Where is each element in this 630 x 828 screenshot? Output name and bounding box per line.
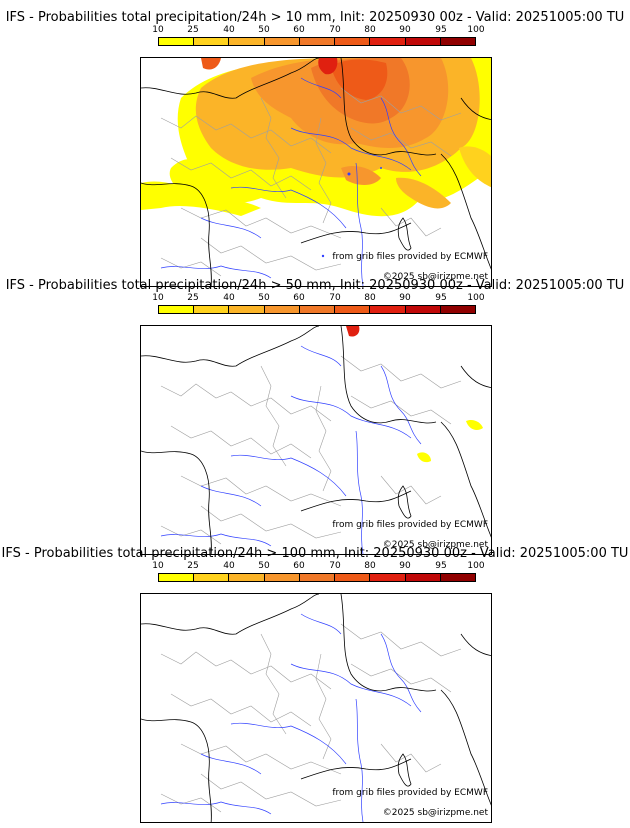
colorbar-swatch <box>159 574 195 581</box>
panel-title: IFS - Probabilities total precipitation/… <box>5 10 625 25</box>
colorbar-tick: 60 <box>293 561 305 571</box>
credit-source: from grib files provided by ECMWF <box>332 788 488 798</box>
rivers <box>160 613 422 822</box>
colorbar-swatch <box>299 38 336 45</box>
colorbar-swatch <box>440 306 475 313</box>
colorbar-tick: 25 <box>187 293 199 303</box>
panel-title: IFS - Probabilities total precipitation/… <box>1 546 629 561</box>
credit-copyright: ©2025 sb@irizpme.net <box>382 540 488 550</box>
colorbar <box>158 573 476 582</box>
colorbar-tick: 95 <box>435 561 447 571</box>
colorbar <box>158 37 476 46</box>
colorbar-swatch <box>370 306 406 313</box>
map-canvas <box>141 58 491 286</box>
coastlines <box>141 58 491 286</box>
colorbar-swatch <box>229 574 265 581</box>
colorbar-swatch <box>299 574 336 581</box>
credit-source: from grib files provided by ECMWF <box>332 252 488 262</box>
map-frame: from grib files provided by ECMWF ©2025 … <box>140 593 492 823</box>
colorbar-swatch <box>194 574 230 581</box>
colorbar-tick: 60 <box>293 293 305 303</box>
map-frame: from grib files provided by ECMWF ©2025 … <box>140 325 492 555</box>
colorbar-tick: 25 <box>187 25 199 35</box>
colorbar-tick: 40 <box>223 25 235 35</box>
colorbar-ticks: 10 25 40 50 60 70 80 90 95 100 <box>152 293 484 305</box>
precip-shading <box>346 326 483 463</box>
precip-shading <box>141 58 491 217</box>
colorbar-swatch <box>370 38 406 45</box>
colorbar-tick: 80 <box>364 293 376 303</box>
colorbar-tick: 90 <box>399 561 411 571</box>
colorbar-ticks: 10 25 40 50 60 70 80 90 95 100 <box>152 25 484 37</box>
colorbar-swatch <box>405 306 441 313</box>
colorbar-tick: 100 <box>467 293 485 303</box>
colorbar-swatch <box>370 574 406 581</box>
admin-boundaries <box>160 87 462 277</box>
colorbar-swatch <box>335 574 371 581</box>
colorbar-swatch <box>159 306 195 313</box>
colorbar-tick: 90 <box>399 25 411 35</box>
colorbar-tick: 50 <box>258 25 270 35</box>
map-panel-10mm: IFS - Probabilities total precipitation/… <box>0 10 630 287</box>
coastlines <box>141 326 491 554</box>
colorbar-swatch <box>299 306 336 313</box>
colorbar-tick: 70 <box>329 293 341 303</box>
colorbar-swatch <box>194 306 230 313</box>
colorbar-swatch <box>335 38 371 45</box>
colorbar-swatch <box>405 38 441 45</box>
map-canvas <box>141 326 491 554</box>
colorbar-ticks: 10 25 40 50 60 70 80 90 95 100 <box>152 561 484 573</box>
colorbar-swatch <box>229 306 265 313</box>
colorbar-tick: 40 <box>223 293 235 303</box>
colorbar-tick: 10 <box>152 561 164 571</box>
colorbar-swatch <box>194 38 230 45</box>
colorbar-tick: 70 <box>329 25 341 35</box>
map-panel-50mm: IFS - Probabilities total precipitation/… <box>0 278 630 555</box>
panel-title: IFS - Probabilities total precipitation/… <box>5 278 625 293</box>
colorbar-swatch <box>159 38 195 45</box>
colorbar-tick: 10 <box>152 25 164 35</box>
colorbar-tick: 80 <box>364 561 376 571</box>
colorbar-swatch <box>264 38 300 45</box>
credit-source: from grib files provided by ECMWF <box>332 520 488 530</box>
colorbar-swatch <box>405 574 441 581</box>
lakes <box>321 167 382 258</box>
colorbar-tick: 50 <box>258 561 270 571</box>
credit-copyright: ©2025 sb@irizpme.net <box>382 808 488 818</box>
rivers <box>160 345 422 554</box>
colorbar-tick: 25 <box>187 561 199 571</box>
coastlines <box>141 594 491 822</box>
map-canvas <box>141 594 491 822</box>
colorbar-tick: 95 <box>435 293 447 303</box>
colorbar-swatch <box>440 38 475 45</box>
colorbar-swatch <box>335 306 371 313</box>
colorbar <box>158 305 476 314</box>
colorbar-tick: 60 <box>293 25 305 35</box>
colorbar-tick: 100 <box>467 561 485 571</box>
colorbar-swatch <box>229 38 265 45</box>
colorbar-tick: 50 <box>258 293 270 303</box>
map-panel-100mm: IFS - Probabilities total precipitation/… <box>0 546 630 823</box>
map-frame: from grib files provided by ECMWF ©2025 … <box>140 57 492 287</box>
colorbar-swatch <box>264 306 300 313</box>
colorbar-tick: 70 <box>329 561 341 571</box>
colorbar-tick: 80 <box>364 25 376 35</box>
colorbar-tick: 90 <box>399 293 411 303</box>
colorbar-swatch <box>264 574 300 581</box>
colorbar-tick: 40 <box>223 561 235 571</box>
colorbar-tick: 10 <box>152 293 164 303</box>
admin-boundaries <box>160 355 462 545</box>
colorbar-swatch <box>440 574 475 581</box>
admin-boundaries <box>160 623 462 813</box>
colorbar-tick: 100 <box>467 25 485 35</box>
credit-copyright: ©2025 sb@irizpme.net <box>382 272 488 282</box>
rivers <box>160 77 422 286</box>
colorbar-tick: 95 <box>435 25 447 35</box>
